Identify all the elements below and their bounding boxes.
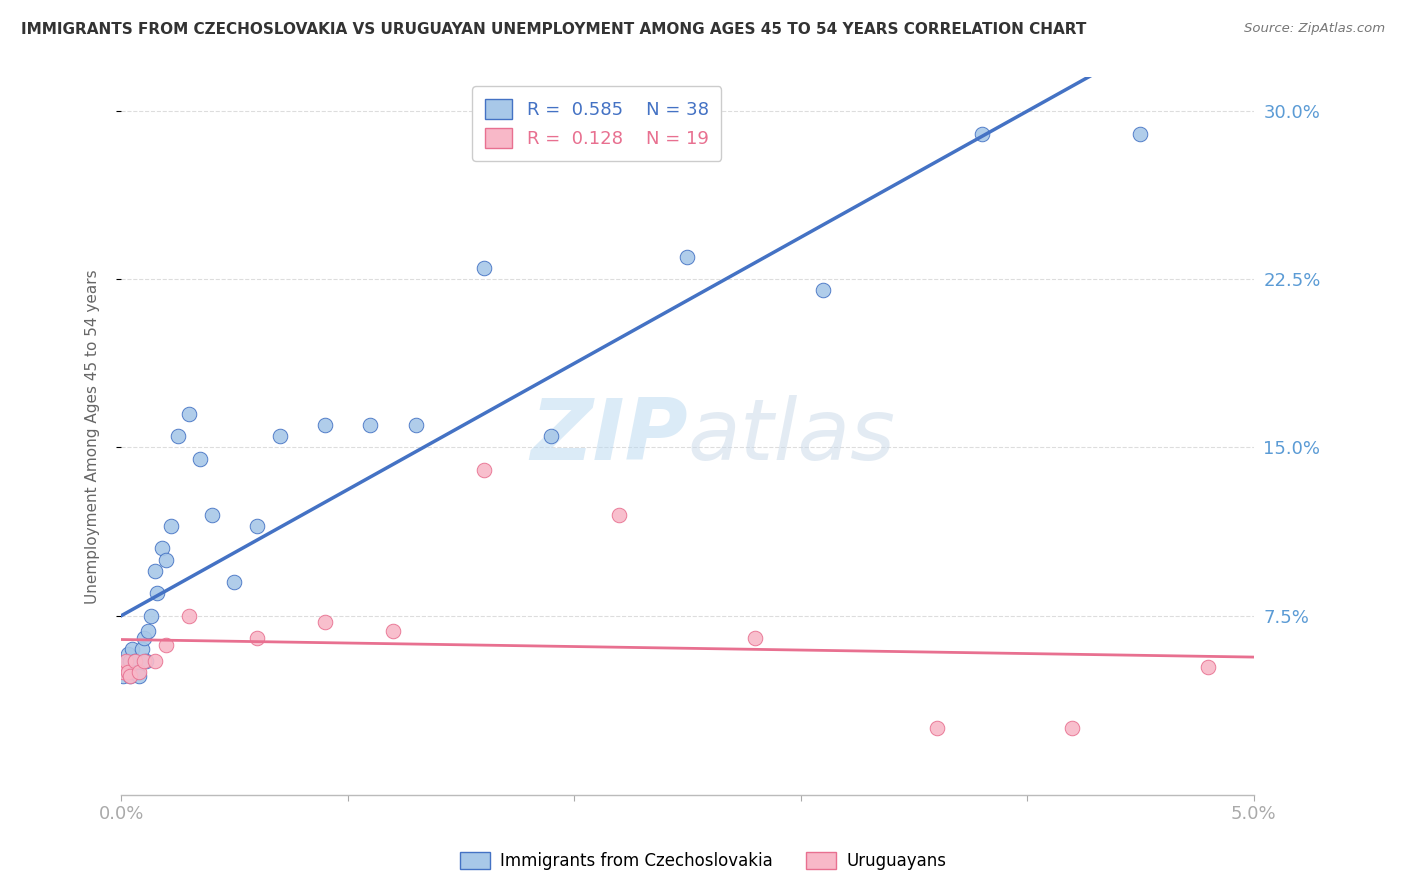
Point xyxy=(246,631,269,645)
Point xyxy=(314,418,336,433)
Point xyxy=(177,608,200,623)
Text: Source: ZipAtlas.com: Source: ZipAtlas.com xyxy=(1244,22,1385,36)
Point xyxy=(117,665,139,679)
Text: atlas: atlas xyxy=(688,395,896,478)
Point xyxy=(314,615,336,630)
Point xyxy=(177,407,200,421)
Point xyxy=(359,418,381,433)
Point xyxy=(143,564,166,578)
Legend: Immigrants from Czechoslovakia, Uruguayans: Immigrants from Czechoslovakia, Uruguaya… xyxy=(453,845,953,877)
Point xyxy=(269,429,291,443)
Point xyxy=(120,653,142,667)
Point xyxy=(117,665,139,679)
Point xyxy=(132,653,155,667)
Text: IMMIGRANTS FROM CZECHOSLOVAKIA VS URUGUAYAN UNEMPLOYMENT AMONG AGES 45 TO 54 YEA: IMMIGRANTS FROM CZECHOSLOVAKIA VS URUGUA… xyxy=(21,22,1087,37)
Point xyxy=(114,653,136,667)
Point xyxy=(155,638,177,652)
Point xyxy=(160,519,183,533)
Y-axis label: Unemployment Among Ages 45 to 54 years: Unemployment Among Ages 45 to 54 years xyxy=(86,269,100,604)
Point xyxy=(121,665,143,679)
Point xyxy=(121,642,143,657)
Point xyxy=(136,624,159,639)
Point xyxy=(201,508,224,522)
Legend: R =  0.585    N = 38, R =  0.128    N = 19: R = 0.585 N = 38, R = 0.128 N = 19 xyxy=(472,87,721,161)
Point xyxy=(1062,721,1084,735)
Point xyxy=(128,665,150,679)
Point xyxy=(381,624,404,639)
Point xyxy=(813,284,835,298)
Point xyxy=(676,250,699,264)
Point xyxy=(146,586,169,600)
Point xyxy=(112,665,135,679)
Point xyxy=(155,552,177,566)
Point xyxy=(124,653,146,667)
Point xyxy=(112,669,135,683)
Point xyxy=(120,669,142,683)
Point xyxy=(540,429,562,443)
Point xyxy=(166,429,188,443)
Point xyxy=(246,519,269,533)
Point xyxy=(143,653,166,667)
Point xyxy=(150,541,173,556)
Point xyxy=(925,721,948,735)
Point xyxy=(744,631,766,645)
Point xyxy=(128,669,150,683)
Point xyxy=(124,653,146,667)
Point xyxy=(120,669,142,683)
Point xyxy=(472,463,495,477)
Point xyxy=(405,418,427,433)
Text: ZIP: ZIP xyxy=(530,395,688,478)
Point xyxy=(139,608,162,623)
Point xyxy=(1197,660,1219,674)
Point xyxy=(190,451,212,466)
Point xyxy=(117,647,139,661)
Point xyxy=(135,653,157,667)
Point xyxy=(1129,127,1152,141)
Point xyxy=(970,127,993,141)
Point xyxy=(609,508,631,522)
Point xyxy=(131,642,153,657)
Point xyxy=(224,574,246,589)
Point xyxy=(472,261,495,276)
Point xyxy=(132,631,155,645)
Point xyxy=(114,653,136,667)
Point xyxy=(114,660,136,674)
Point xyxy=(125,665,148,679)
